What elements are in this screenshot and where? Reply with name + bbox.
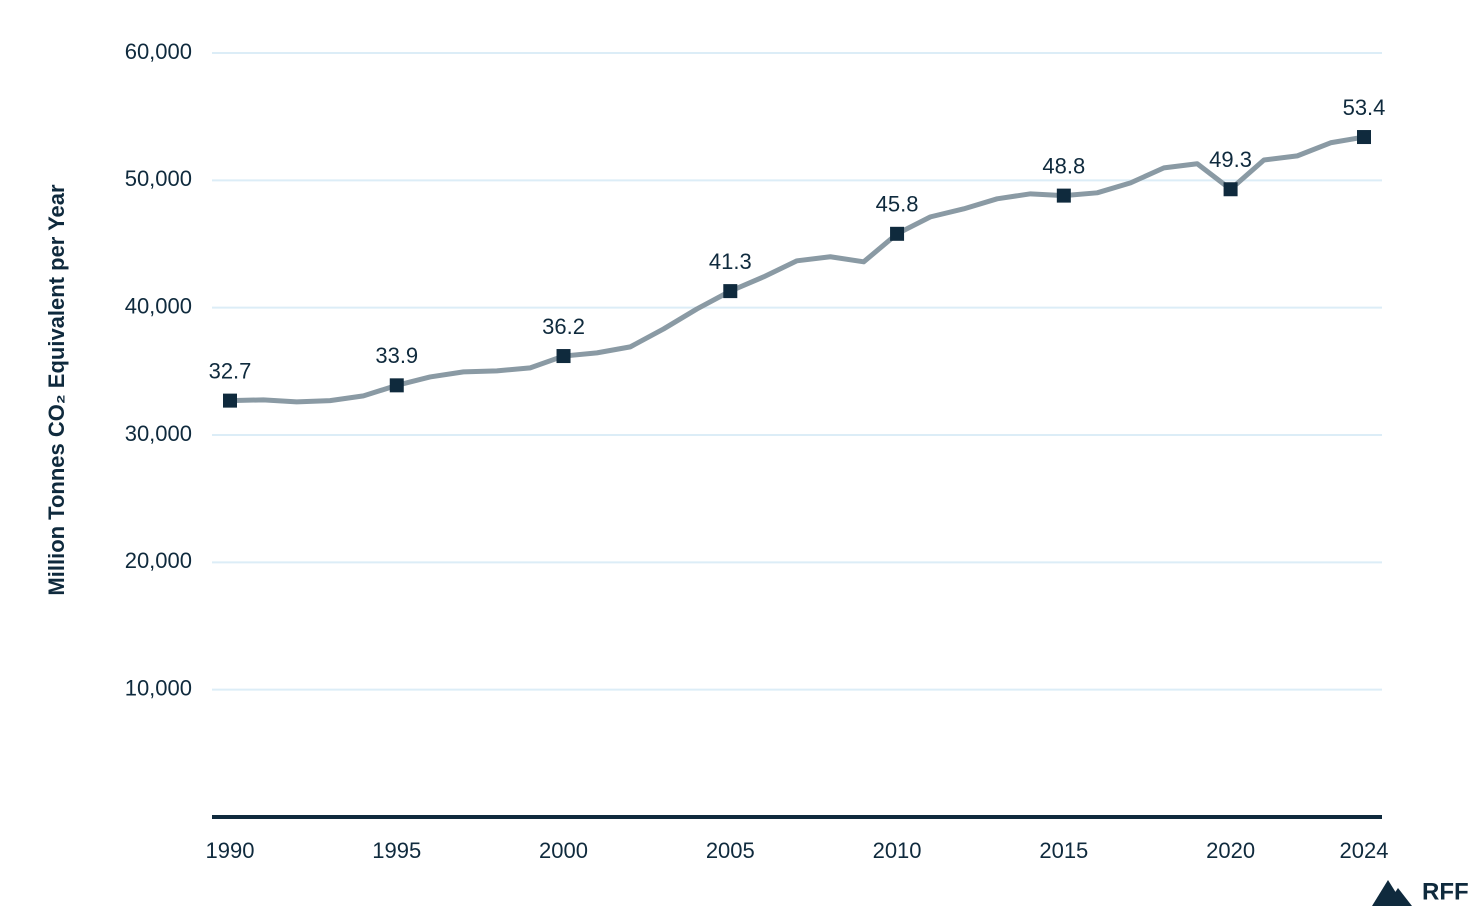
x-tick-label: 2000 xyxy=(539,838,588,863)
value-label: 45.8 xyxy=(876,192,919,217)
y-tick-label: 50,000 xyxy=(125,166,192,191)
marker xyxy=(1056,188,1071,203)
value-label: 49.3 xyxy=(1209,147,1252,172)
logo-icon xyxy=(1386,888,1412,906)
x-tick-label: 1995 xyxy=(372,838,421,863)
x-tick-label: 2005 xyxy=(706,838,755,863)
x-tick-label: 2020 xyxy=(1206,838,1255,863)
x-tick-label: 2024 xyxy=(1340,838,1389,863)
value-label: 53.4 xyxy=(1343,95,1386,120)
y-tick-label: 40,000 xyxy=(125,293,192,318)
marker xyxy=(389,378,404,393)
y-tick-label: 20,000 xyxy=(125,548,192,573)
y-tick-label: 60,000 xyxy=(125,39,192,64)
value-label: 32.7 xyxy=(209,358,252,383)
x-tick-label: 1990 xyxy=(206,838,255,863)
y-tick-label: 10,000 xyxy=(125,675,192,700)
logo-text: RFF xyxy=(1422,878,1469,905)
marker xyxy=(1223,182,1238,197)
marker xyxy=(723,284,738,299)
value-label: 33.9 xyxy=(375,343,418,368)
marker xyxy=(1357,130,1371,145)
marker xyxy=(556,349,571,364)
value-label: 48.8 xyxy=(1042,153,1085,178)
logo: RFF xyxy=(1372,878,1469,906)
value-label: 41.3 xyxy=(709,249,752,274)
marker xyxy=(890,226,905,241)
data-line xyxy=(229,134,1365,405)
value-label: 36.2 xyxy=(542,314,585,339)
y-axis-label: Million Tonnes CO₂ Equivalent per Year xyxy=(44,184,69,596)
x-tick-label: 2015 xyxy=(1039,838,1088,863)
x-tick-label: 2010 xyxy=(873,838,922,863)
marker xyxy=(223,393,237,408)
y-tick-label: 30,000 xyxy=(125,421,192,446)
